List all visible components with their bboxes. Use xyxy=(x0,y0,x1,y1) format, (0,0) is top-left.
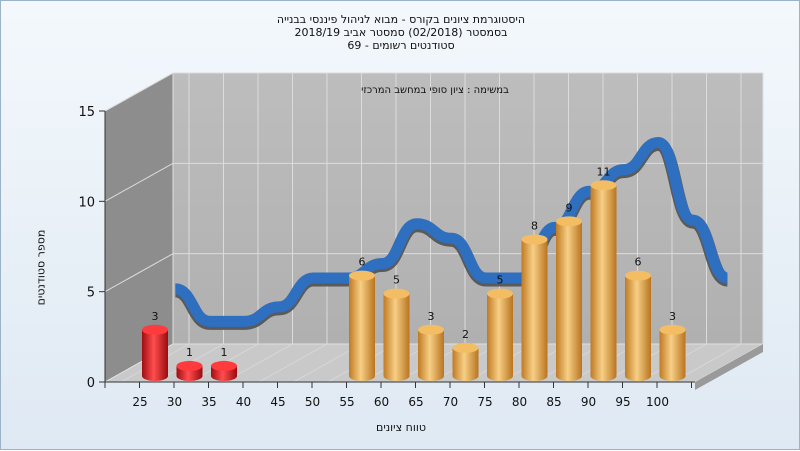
bar-cap-75 xyxy=(487,288,513,299)
bar-cap-80 xyxy=(521,234,548,245)
bar-cap-95 xyxy=(625,270,651,281)
chart-title-line-1: היסטוגרמת ציונים בקורס - מבוא לניהול פינ… xyxy=(276,13,526,26)
bar-label-90: 11 xyxy=(597,165,611,178)
x-tick-label-55: 55 xyxy=(339,395,354,409)
back-wall xyxy=(172,72,764,345)
normal-curve xyxy=(174,136,730,327)
x-tick-label-90: 90 xyxy=(581,395,596,409)
gridline-side xyxy=(104,72,174,112)
x-tick-label-70: 70 xyxy=(443,395,458,409)
bar-label-65: 3 xyxy=(428,310,435,323)
x-tick-label-95: 95 xyxy=(615,395,630,409)
bar-cap-55 xyxy=(349,270,375,281)
bar-cap-70 xyxy=(452,342,479,353)
x-axis-label: טווח ציונים xyxy=(376,421,426,434)
bar-cap-60 xyxy=(383,288,410,299)
x-tick-label-85: 85 xyxy=(546,395,561,409)
annotation-text: במשימה : ציון סופי במחשב המרכזי xyxy=(361,85,509,96)
bar-65 xyxy=(418,329,444,381)
x-tick-label-30: 30 xyxy=(167,395,182,409)
bar-cap-65 xyxy=(418,324,444,335)
x-tick-label-75: 75 xyxy=(477,395,492,409)
x-tick-label-60: 60 xyxy=(374,395,389,409)
gridline-floor xyxy=(258,343,328,383)
floor-edge xyxy=(695,344,763,390)
bar-label-85: 9 xyxy=(566,201,573,214)
x-tick-label-35: 35 xyxy=(201,395,216,409)
gridline-side xyxy=(104,162,174,202)
y-axis-label: מספר סטודנטים xyxy=(34,229,48,306)
bar-label-35: 1 xyxy=(221,346,228,359)
y-tick-label-10: 10 xyxy=(78,195,95,210)
bar-cap-35 xyxy=(211,360,237,371)
bar-95 xyxy=(625,275,651,381)
bar-cap-30 xyxy=(176,360,203,371)
x-tick-label-25: 25 xyxy=(132,395,147,409)
bar-label-95: 6 xyxy=(635,256,642,269)
bar-100 xyxy=(659,329,686,381)
bar-70 xyxy=(452,347,479,381)
chart-title-line-2: בסמסטר (02/2018) סמסטר אביב 2018/19 xyxy=(294,26,508,39)
gridline-side xyxy=(104,253,174,293)
x-tick-label-50: 50 xyxy=(305,395,320,409)
y-tick-label-0: 0 xyxy=(87,376,95,391)
bar-85 xyxy=(556,221,582,381)
bar-label-25: 3 xyxy=(152,310,159,323)
bar-label-30: 1 xyxy=(186,346,193,359)
bar-cap-25 xyxy=(142,324,168,335)
bar-55 xyxy=(349,275,375,381)
y-tick-label-15: 15 xyxy=(78,105,95,120)
bar-label-75: 5 xyxy=(497,274,504,287)
bar-label-80: 8 xyxy=(531,219,538,232)
x-tick-label-45: 45 xyxy=(270,395,285,409)
bar-label-100: 3 xyxy=(669,310,676,323)
bar-cap-100 xyxy=(659,324,686,335)
bar-cap-85 xyxy=(556,216,582,227)
bar-label-55: 6 xyxy=(359,256,366,269)
x-tick-label-40: 40 xyxy=(236,395,251,409)
x-tick-label-80: 80 xyxy=(512,395,527,409)
bar-90 xyxy=(590,185,617,381)
chart-title-line-3: סטודנטים רשומים - 69 xyxy=(347,39,455,52)
bar-75 xyxy=(487,293,513,381)
bar-label-70: 2 xyxy=(462,328,469,341)
x-tick-label-65: 65 xyxy=(408,395,423,409)
bar-60 xyxy=(383,293,410,381)
bar-cap-90 xyxy=(590,180,617,191)
x-tick-label-100: 100 xyxy=(646,395,669,409)
y-tick-label-5: 5 xyxy=(87,286,95,301)
bar-80 xyxy=(521,239,548,381)
bar-label-60: 5 xyxy=(393,274,400,287)
bar-25 xyxy=(142,329,168,381)
